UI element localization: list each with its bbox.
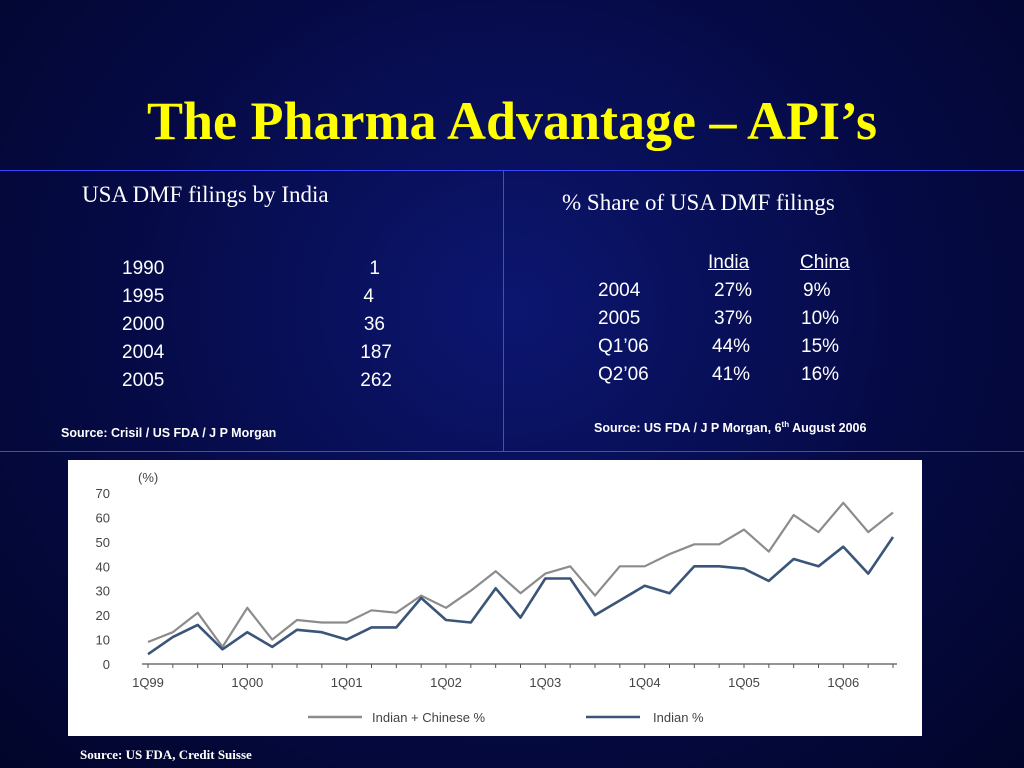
year-cell: 1995 <box>122 286 165 307</box>
panel-divider <box>503 170 504 452</box>
year-cell: 2000 <box>122 314 165 335</box>
y-axis: (%) 0 10 20 30 40 50 60 70 <box>96 470 159 672</box>
source-superscript: th <box>781 420 790 429</box>
dmf-filings-heading: USA DMF filings by India <box>82 182 329 207</box>
china-cell: 10% <box>801 308 840 329</box>
series-lines <box>147 501 895 656</box>
y-tick-label: 40 <box>96 559 110 574</box>
source-date: August 2006 <box>789 421 867 436</box>
period-cell: Q1’06 <box>598 336 649 357</box>
china-cell: 16% <box>801 364 840 385</box>
table-row: 2005 37% 10% <box>598 308 868 336</box>
india-cell: 27% <box>714 280 753 301</box>
series-line-indian-chinese <box>147 501 894 648</box>
count-cell: 36 <box>363 314 385 335</box>
table-row: Q1’06 44% 15% <box>598 336 868 364</box>
table-row: 2000 36 <box>122 314 392 342</box>
series-line-indian <box>147 536 895 656</box>
india-column-header: India <box>708 252 750 273</box>
count-cell: 187 <box>360 342 392 363</box>
legend-label: Indian + Chinese % <box>372 710 486 725</box>
y-axis-label: (%) <box>138 470 158 485</box>
x-tick-label: 1Q05 <box>728 675 760 690</box>
period-cell: Q2’06 <box>598 364 649 385</box>
chart-legend: Indian + Chinese % Indian % <box>308 710 704 725</box>
tables-panel <box>0 170 1024 452</box>
y-tick-label: 70 <box>96 486 110 501</box>
x-tick-label: 1Q99 <box>132 675 164 690</box>
x-tick-label: 1Q06 <box>827 675 859 690</box>
table-row: 1990 1 <box>122 258 392 286</box>
slide-title: The Pharma Advantage – API’s <box>146 91 878 151</box>
year-cell: 2004 <box>122 342 165 363</box>
y-tick-label: 20 <box>96 608 110 623</box>
year-cell: 2005 <box>122 370 165 391</box>
left-source-note: Source: Crisil / US FDA / J P Morgan <box>61 426 277 440</box>
chart-container: (%) 0 10 20 30 40 50 60 70 1Q99 1Q00 1Q01 1Q02 1Q03 1… <box>68 460 922 736</box>
table-row: 1995 4 <box>122 286 392 314</box>
share-heading: % Share of USA DMF filings <box>562 190 835 215</box>
count-cell: 262 <box>360 370 392 391</box>
table-row: Q2’06 41% 16% <box>598 364 868 392</box>
legend-label: Indian % <box>653 710 704 725</box>
x-axis: 1Q99 1Q00 1Q01 1Q02 1Q03 1Q04 1Q05 1Q06 <box>132 663 897 690</box>
india-cell: 37% <box>714 308 753 329</box>
china-column-header: China <box>800 252 850 273</box>
count-cell: 4 <box>363 286 374 307</box>
x-tick-label: 1Q00 <box>231 675 263 690</box>
dmf-filings-table: 1990 1 1995 4 2000 36 2004 187 2005 262 <box>122 258 392 398</box>
right-source-note: Source: US FDA / J P Morgan, 6th August … <box>594 420 866 435</box>
table-row: 2004 187 <box>122 342 392 370</box>
x-tick-label: 1Q03 <box>529 675 561 690</box>
china-cell: 9% <box>803 280 831 301</box>
source-text: Source: US FDA / J P Morgan, 6 <box>594 421 782 436</box>
chart-source-note: Source: US FDA, Credit Suisse <box>80 747 252 762</box>
china-cell: 15% <box>801 336 840 357</box>
india-cell: 44% <box>712 336 751 357</box>
year-cell: 1990 <box>122 258 165 279</box>
table-row: 2005 262 <box>122 370 392 398</box>
x-tick-label: 1Q02 <box>430 675 462 690</box>
count-cell: 1 <box>369 258 380 279</box>
x-tick-label: 1Q04 <box>629 675 661 690</box>
y-tick-label: 60 <box>96 510 110 525</box>
period-cell: 2005 <box>598 308 641 329</box>
y-tick-label: 0 <box>103 657 110 672</box>
y-tick-label: 30 <box>96 584 110 599</box>
y-tick-label: 10 <box>96 633 110 648</box>
period-cell: 2004 <box>598 280 641 301</box>
x-tick-label: 1Q01 <box>331 675 363 690</box>
india-cell: 41% <box>712 364 751 385</box>
table-row: 2004 27% 9% <box>598 280 868 308</box>
y-tick-label: 50 <box>96 535 110 550</box>
